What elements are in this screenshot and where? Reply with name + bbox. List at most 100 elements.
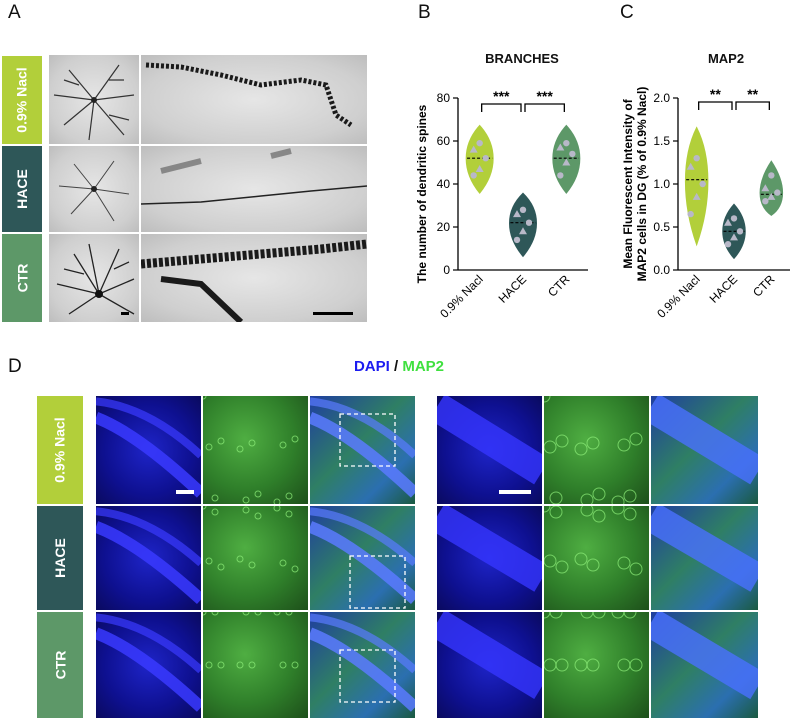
micro-image-dapi-zoom-ctr: [437, 612, 542, 718]
y-tick-label: 60: [437, 134, 451, 148]
group-label-hace-d: HACE: [37, 506, 83, 610]
data-point: [475, 164, 484, 172]
data-point: [469, 145, 478, 153]
neuron-image-nacl: [49, 55, 139, 144]
data-point: [562, 158, 571, 166]
data-point: [557, 172, 564, 179]
data-point: [724, 218, 732, 226]
y-tick-label: 1.5: [653, 134, 670, 148]
title-separator: /: [389, 358, 403, 375]
data-point: [724, 241, 732, 248]
y-tick-label: 0.0: [653, 263, 670, 277]
significance-bracket: [481, 103, 522, 112]
data-point: [470, 172, 477, 179]
data-point: [525, 219, 533, 226]
data-point: [556, 143, 565, 151]
data-point: [768, 172, 775, 179]
significance-bracket: [698, 101, 733, 110]
panel-letter-d: D: [8, 356, 22, 377]
panel-letter-a: A: [8, 2, 21, 23]
group-label-text: 0.9% Nacl: [14, 67, 30, 133]
neuron-image-ctr: [49, 234, 139, 322]
micro-image-merge-zoom-ctr: [651, 612, 758, 718]
violin-0: [465, 124, 494, 194]
data-point: [693, 155, 700, 162]
micro-image-dapi-zoom-nacl: [437, 396, 542, 504]
chart-b: 0 20 40 60 80 The number of dendritic spines 0…: [415, 88, 588, 321]
data-point: [774, 189, 781, 196]
group-label-text: HACE: [51, 538, 68, 578]
group-label-ctr-d: CTR: [37, 612, 83, 718]
group-label-nacl-d: 0.9% Nacl: [37, 396, 83, 504]
data-point: [513, 236, 521, 244]
dapi-label: DAPI: [353, 358, 390, 375]
micro-image-map2-nacl: [203, 396, 308, 504]
dendrite-image-ctr: [141, 234, 367, 322]
micro-image-dapi-hace: [96, 506, 201, 610]
panel-d-title: DAPI / MAP2: [0, 358, 798, 375]
dendrite-image-nacl: [141, 55, 367, 144]
data-point: [476, 139, 483, 147]
data-point: [519, 206, 527, 213]
significance-stars: ***: [493, 88, 510, 104]
significance-bracket: [524, 103, 565, 112]
panel-letter-b: B: [418, 2, 431, 23]
x-tick-label: HACE: [496, 272, 529, 305]
micro-image-merge-ctr: [310, 612, 415, 718]
micro-image-map2-zoom-hace: [544, 506, 649, 610]
y-tick-label: 20: [437, 220, 451, 234]
group-label-nacl-a: 0.9% Nacl: [2, 56, 42, 144]
data-point: [482, 155, 489, 162]
data-point: [513, 210, 521, 218]
micro-image-dapi-nacl: [96, 396, 201, 504]
y-tick-label: 0.5: [653, 220, 670, 234]
data-point: [761, 184, 770, 192]
data-point: [692, 192, 701, 200]
violin-1: [509, 192, 537, 258]
micro-image-map2-zoom-nacl: [544, 396, 649, 504]
micro-image-merge-zoom-nacl: [651, 396, 758, 504]
y-tick-label: 0: [443, 263, 450, 277]
micro-image-dapi-zoom-hace: [437, 506, 542, 610]
panel-letter-c: C: [620, 2, 634, 23]
group-label-text: HACE: [13, 169, 30, 209]
data-point: [730, 233, 738, 241]
x-tick-label: CTR: [750, 272, 778, 300]
significance-bracket: [735, 101, 770, 110]
map2-label: MAP2: [402, 358, 445, 375]
data-point: [762, 198, 769, 205]
y-axis-label: The number of dendritic spines: [415, 104, 429, 283]
group-label-text: CTR: [14, 263, 30, 293]
x-tick-label: 0.9% Nacl: [654, 272, 703, 321]
y-axis-label-line1: Mean Fluorescent Intensity of: [621, 98, 635, 268]
group-label-ctr-a: CTR: [2, 234, 42, 322]
y-tick-label: 40: [437, 177, 451, 191]
micro-image-dapi-ctr: [96, 612, 201, 718]
data-point: [687, 210, 694, 218]
y-tick-label: 1.0: [653, 177, 670, 191]
y-tick-label: 80: [437, 91, 451, 105]
group-label-hace-a: HACE: [2, 146, 42, 232]
chart-c: 0.0 0.5 1.0 1.5 2.0 Mean Fluorescent Intensit…: [621, 86, 790, 321]
micro-image-map2-zoom-ctr: [544, 612, 649, 718]
data-point: [563, 139, 570, 147]
significance-stars: ***: [536, 88, 553, 104]
micro-image-map2-ctr: [203, 612, 308, 718]
micro-image-merge-zoom-hace: [651, 506, 758, 610]
x-tick-label: 0.9% Nacl: [437, 272, 486, 321]
x-tick-label: HACE: [707, 272, 740, 305]
significance-stars: **: [747, 86, 758, 102]
significance-stars: **: [710, 86, 721, 102]
neuron-image-hace: [49, 146, 139, 232]
group-label-text: CTR: [52, 650, 68, 680]
data-point: [736, 228, 744, 235]
data-point: [730, 215, 738, 222]
data-point: [699, 180, 706, 188]
chart-c-title: MAP2: [707, 51, 745, 66]
chart-b-title: BRANCHES: [485, 51, 559, 66]
y-tick-label: 2.0: [653, 91, 670, 105]
x-tick-label: CTR: [545, 272, 573, 300]
micro-image-merge-nacl: [310, 396, 415, 504]
micro-image-map2-hace: [203, 506, 308, 610]
dendrite-image-hace: [141, 146, 367, 232]
